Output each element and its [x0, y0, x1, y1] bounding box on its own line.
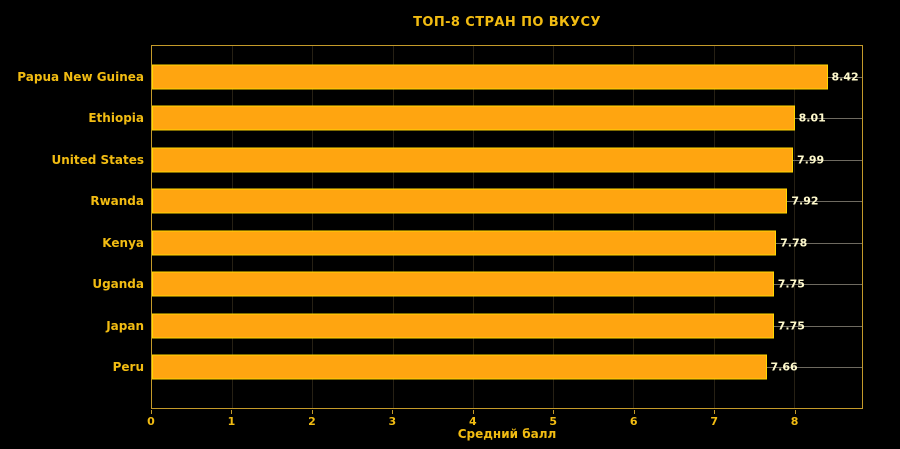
bar-uganda — [152, 271, 774, 297]
bar-row: Peru 7.66 — [113, 347, 862, 389]
vertical-gridline — [312, 46, 314, 408]
x-tick-label: 7 — [710, 415, 718, 428]
vertical-gridline — [633, 46, 635, 408]
vertical-gridline — [232, 46, 234, 408]
x-axis-label: Средний балл — [457, 427, 557, 441]
x-tick-label: 8 — [790, 415, 799, 428]
category-label: Papua New Guinea — [17, 69, 144, 84]
category-label: Japan — [106, 318, 144, 333]
category-label: Peru — [112, 360, 144, 375]
bar-row: Papua New Guinea 8.42 — [17, 56, 862, 98]
bar-row: Uganda 7.75 — [92, 264, 862, 306]
x-tick-mark — [472, 410, 474, 414]
vertical-gridline — [392, 46, 394, 408]
x-tick-mark — [311, 410, 313, 414]
x-tick-label: 4 — [468, 415, 477, 428]
x-tick-mark — [714, 410, 716, 414]
bar-row: United States 7.99 — [51, 139, 862, 181]
category-label: United States — [51, 152, 144, 167]
x-tick-label: 2 — [308, 415, 316, 428]
value-label: 8.01 — [798, 111, 826, 125]
x-tick-mark — [392, 410, 394, 414]
bar-japan — [152, 313, 774, 339]
category-label: Uganda — [92, 277, 144, 292]
category-label: Kenya — [102, 235, 144, 250]
x-tick-mark — [151, 410, 152, 414]
value-label: 7.75 — [777, 277, 805, 291]
value-label: 7.99 — [797, 153, 825, 167]
bar-row: Rwanda 7.92 — [90, 181, 862, 223]
x-tick-label: 1 — [227, 415, 236, 428]
vertical-gridline — [472, 46, 474, 408]
plot-area: Papua New Guinea 8.42 Ethiopia 8.01 United S… — [17, 45, 863, 409]
value-label: 7.66 — [770, 360, 798, 374]
vertical-gridline — [793, 46, 795, 408]
x-tick-mark — [633, 410, 635, 414]
bar-peru — [152, 354, 767, 380]
category-label: Ethiopia — [88, 111, 144, 126]
x-tick-mark — [794, 410, 796, 414]
value-label: 8.42 — [831, 70, 859, 84]
chart-title: ТОП-8 СТРАН ПО ВКУСУ — [413, 15, 601, 30]
bar-kenya — [152, 230, 777, 256]
x-tick-mark — [553, 410, 555, 414]
value-label: 7.92 — [791, 194, 819, 208]
bar-row: Kenya 7.78 — [102, 222, 862, 264]
bar-united-states — [152, 147, 793, 173]
x-tick-label: 0 — [147, 415, 155, 428]
bar-rwanda — [152, 188, 788, 214]
bar-row: Japan 7.75 — [106, 305, 862, 347]
x-tick-label: 5 — [549, 415, 558, 428]
vertical-gridline — [553, 46, 555, 408]
bar-papua-new-guinea — [152, 64, 828, 90]
x-axis-ticks: 0 1 2 3 4 5 6 7 8 — [147, 409, 863, 439]
value-label: 7.75 — [777, 319, 805, 333]
value-label: 7.78 — [780, 236, 808, 250]
bar-ethiopia — [152, 105, 795, 131]
x-tick-label: 3 — [388, 415, 397, 428]
category-label: Rwanda — [90, 194, 144, 209]
x-tick-label: 6 — [629, 415, 638, 428]
x-tick-mark — [231, 410, 233, 414]
bar-row: Ethiopia 8.01 — [88, 98, 862, 140]
vertical-gridline — [713, 46, 715, 408]
